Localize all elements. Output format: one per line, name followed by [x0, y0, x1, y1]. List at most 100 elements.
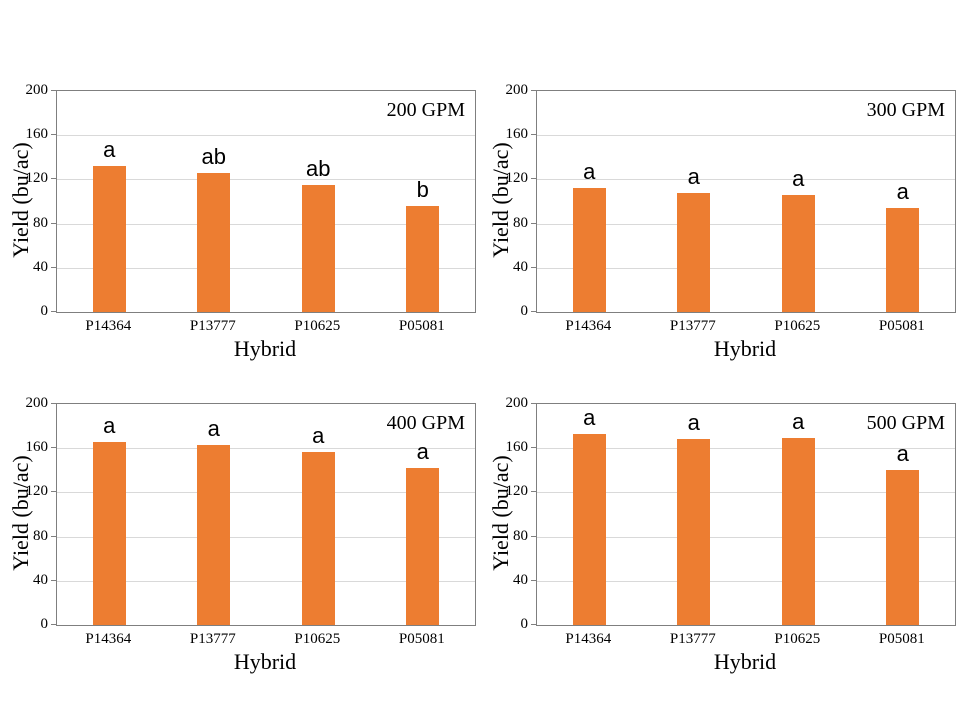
gridline [537, 267, 955, 269]
bar-p05081 [406, 205, 440, 312]
gridline [537, 492, 955, 494]
y-tick-label: 80 [33, 527, 48, 544]
significance-letter: a [583, 159, 596, 185]
y-tick-label: 120 [505, 170, 529, 187]
y-tick-mark [531, 266, 536, 268]
plot-area: 200 GPM a ab ab b [56, 90, 476, 313]
bar-p14364 [92, 166, 126, 312]
gridline [57, 536, 475, 538]
gridline [537, 580, 955, 582]
y-tick-mark [51, 178, 56, 180]
y-tick-label: 160 [25, 439, 49, 456]
y-tick-mark [51, 491, 56, 493]
y-tick-label: 200 [505, 395, 529, 411]
gridline [537, 135, 955, 137]
chart-title: 500 GPM [866, 412, 945, 434]
bar-p10625 [781, 194, 815, 312]
x-tick-label: P05081 [398, 631, 445, 647]
y-tick-mark [51, 222, 56, 224]
plot-area: 500 GPM a a a a [536, 403, 956, 626]
gridline [57, 267, 475, 269]
x-axis-title: Hybrid [713, 336, 777, 361]
y-tick-mark [531, 222, 536, 224]
y-tick-mark [51, 311, 56, 312]
bar-p10625 [301, 451, 335, 625]
y-axis-title: Yield (bu/ac) [8, 455, 33, 571]
chart-title: 400 GPM [386, 412, 465, 434]
bar-chart-300gpm: Yield (bu/ac) 300 GPM a a a a Hybrid 0 40 80 1… [488, 82, 958, 385]
y-tick-mark [51, 403, 56, 404]
y-tick-mark [51, 579, 56, 581]
y-tick-label: 40 [33, 258, 48, 275]
bar-p13777 [197, 172, 231, 312]
significance-letter: ab [306, 155, 331, 181]
x-tick-label: P10625 [294, 318, 341, 334]
bar-p10625 [781, 438, 815, 625]
y-tick-mark [531, 491, 536, 493]
x-axis-title: Hybrid [713, 649, 777, 674]
x-tick-label: P05081 [398, 318, 445, 334]
gridline [57, 448, 475, 450]
y-tick-mark [51, 535, 56, 537]
y-axis-title: Yield (bu/ac) [8, 142, 33, 258]
bar-p14364 [572, 433, 606, 625]
x-tick-label: P05081 [878, 631, 925, 647]
significance-letter: a [207, 415, 220, 441]
y-tick-label: 200 [25, 82, 49, 98]
x-tick-label: P10625 [774, 318, 821, 334]
y-tick-label: 200 [25, 395, 49, 411]
significance-letter: a [583, 404, 596, 430]
bar-chart-400gpm: Yield (bu/ac) 400 GPM a a a a Hybrid 0 40 80 1… [8, 395, 478, 698]
y-tick-mark [51, 624, 56, 625]
y-tick-mark [531, 134, 536, 136]
bar-p13777 [677, 192, 711, 312]
x-tick-label: P10625 [294, 631, 341, 647]
bar-p13777 [677, 439, 711, 625]
significance-letter: a [312, 422, 325, 448]
significance-letter: a [687, 410, 700, 436]
y-tick-mark [531, 579, 536, 581]
y-tick-label: 40 [513, 258, 528, 275]
y-tick-mark [531, 90, 536, 91]
y-tick-label: 160 [505, 439, 529, 456]
x-tick-label: P10625 [774, 631, 821, 647]
bar-p10625 [301, 184, 335, 312]
gridline [57, 580, 475, 582]
y-tick-label: 80 [513, 527, 528, 544]
gridline [537, 179, 955, 181]
x-tick-label: P14364 [85, 318, 132, 334]
y-tick-mark [51, 447, 56, 449]
gridline [57, 135, 475, 137]
y-tick-label: 0 [40, 616, 49, 632]
bar-chart-500gpm: Yield (bu/ac) 500 GPM a a a a Hybrid 0 40 80 1… [488, 395, 958, 698]
y-tick-label: 200 [505, 82, 529, 98]
y-tick-mark [531, 624, 536, 625]
y-tick-label: 80 [33, 214, 48, 231]
significance-letter: a [103, 412, 116, 438]
y-tick-mark [51, 266, 56, 268]
significance-letter: a [792, 165, 805, 191]
bar-p14364 [92, 441, 126, 625]
gridline [57, 492, 475, 494]
x-tick-label: P14364 [565, 318, 612, 334]
x-tick-label: P13777 [189, 318, 236, 334]
y-tick-label: 120 [25, 170, 49, 187]
x-tick-label: P05081 [878, 318, 925, 334]
bar-p05081 [886, 470, 920, 625]
y-tick-label: 0 [520, 303, 529, 319]
gridline [57, 223, 475, 225]
y-tick-label: 80 [513, 214, 528, 231]
y-tick-label: 0 [40, 303, 49, 319]
plot-area: 400 GPM a a a a [56, 403, 476, 626]
significance-letter: a [687, 163, 700, 189]
y-tick-mark [531, 311, 536, 312]
y-tick-label: 0 [520, 616, 529, 632]
plot-area: 300 GPM a a a a [536, 90, 956, 313]
x-tick-label: P13777 [189, 631, 236, 647]
gridline [57, 179, 475, 181]
x-axis-title: Hybrid [233, 336, 297, 361]
significance-letter: a [896, 441, 909, 467]
y-tick-label: 160 [505, 126, 529, 143]
y-tick-label: 120 [25, 483, 49, 500]
